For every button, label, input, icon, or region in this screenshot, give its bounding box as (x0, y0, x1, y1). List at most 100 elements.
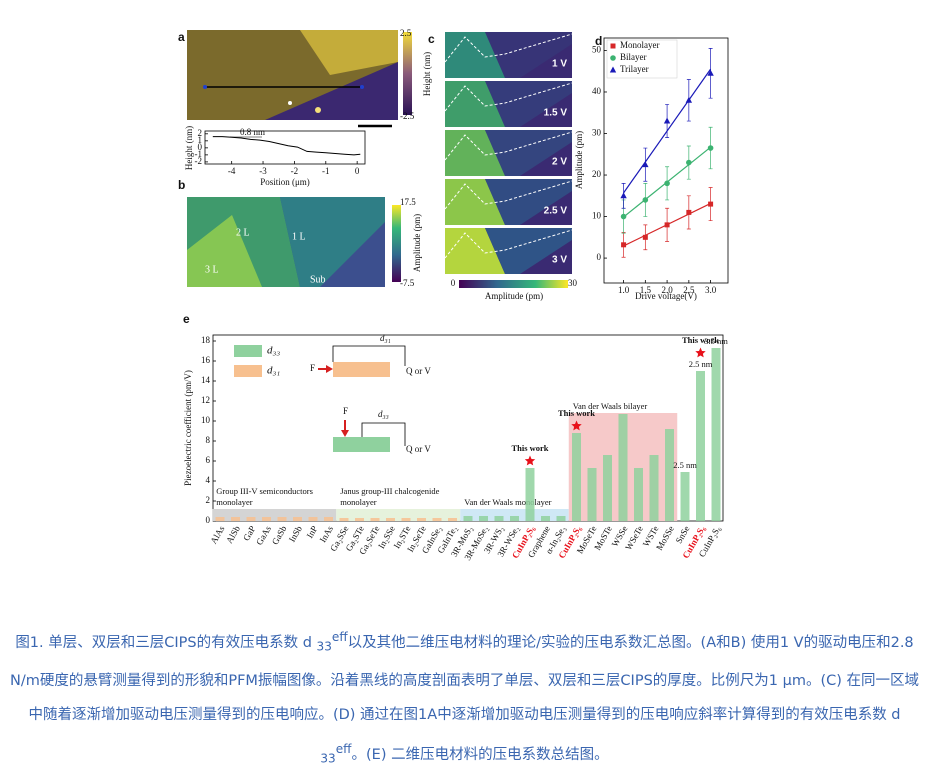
bar (355, 518, 364, 521)
legend-label: d₃₃ (267, 345, 280, 357)
group-label: Van der Waals bilayer (573, 401, 648, 411)
y-tick-label: 50 (592, 45, 602, 55)
frame-region (485, 81, 572, 127)
bar (277, 517, 287, 521)
colorbar-max: 2.5 (400, 28, 412, 38)
group-label: Group III-V semiconductors (216, 486, 313, 496)
data-point (707, 69, 714, 76)
colorbar-title: Amplitude (pm) (485, 291, 543, 301)
colorbar-min: -2.5 (400, 111, 415, 121)
x-tick-label: AlAs (208, 524, 226, 546)
y-tick-label: 10 (592, 211, 602, 221)
frame-outline (444, 229, 573, 259)
image-region (300, 30, 398, 75)
schematic-label: Q or V (406, 366, 431, 376)
frame-outline (444, 131, 573, 161)
particle (288, 101, 292, 105)
x-tick-label: 1.0 (618, 285, 630, 295)
frame-region (485, 32, 572, 78)
y-tick-label: 14 (201, 375, 211, 385)
bar (463, 516, 473, 521)
sample (333, 437, 390, 452)
data-point (686, 209, 692, 215)
star (571, 420, 582, 431)
data-point (642, 161, 649, 168)
data-point (620, 192, 627, 199)
panel-label: d (595, 34, 602, 48)
x-tick-label: 2.5 (683, 285, 695, 295)
bar (417, 518, 426, 521)
bar (370, 518, 380, 521)
data-point (620, 213, 627, 220)
group-label: monolayer (216, 497, 253, 507)
region-label: 3 L (205, 264, 219, 275)
plot-frame (204, 130, 366, 165)
legend-label: Bilayer (620, 52, 647, 62)
bar (262, 517, 271, 521)
y-tick-label: -2 (195, 156, 203, 166)
star (524, 455, 536, 466)
bar (308, 517, 318, 521)
x-tick-label: InP (305, 524, 320, 540)
bar (541, 516, 550, 521)
caption-sup: eff (335, 741, 352, 756)
force-arrowhead (326, 365, 333, 373)
x-axis-label: Position (μm) (260, 177, 310, 187)
legend-swatch (234, 365, 262, 377)
frame-label: 1.5 V (544, 108, 568, 119)
y-tick-label: -1 (195, 149, 203, 159)
colorbar (392, 205, 401, 282)
colorbar-max: 17.5 (400, 197, 416, 207)
bar (603, 455, 612, 521)
frame-region (445, 32, 505, 78)
page: {"figure":{ "a":{"label":"a","colorbar":… (9, 28, 920, 766)
colorbar-min: -7.5 (400, 278, 415, 288)
bar (587, 468, 597, 521)
data-point (664, 180, 670, 187)
data-point (621, 242, 627, 248)
frame-region (445, 81, 505, 127)
data-point (664, 222, 670, 228)
x-tick-label: 0 (355, 166, 360, 176)
data-point (642, 234, 648, 240)
annotation: This work (558, 408, 595, 418)
frame-stack: 1 V 1.5 V 2 V 2.5 V 3 V (444, 32, 573, 274)
y-axis-label: Amplitude (pm) (574, 131, 584, 189)
y-tick-label: 4 (206, 475, 211, 485)
y-tick-label: 10 (201, 415, 211, 425)
bar (432, 518, 442, 521)
data-point (708, 201, 714, 207)
panel-label: c (428, 32, 435, 46)
y-tick-label: 20 (592, 169, 602, 179)
y-tick-label: 0 (198, 142, 203, 152)
figure: a 2.5 -2.5 Height (nm) 0.8 nm b 2 L 1 L … (178, 28, 729, 562)
bar (618, 414, 628, 521)
y-tick-label: 0 (206, 515, 211, 525)
y-tick-label: 6 (206, 455, 211, 465)
image-region (187, 215, 262, 287)
bar (448, 518, 457, 521)
colorbar-max: 30 (568, 278, 578, 288)
colorbar (403, 32, 412, 115)
bar (401, 518, 411, 521)
y-axis-label: Piezoelectric coefficient (pm/V) (183, 370, 193, 486)
height-image (187, 30, 398, 120)
legend-swatch (234, 345, 262, 357)
x-tick-label: GaAs (254, 524, 273, 547)
bar (696, 371, 705, 521)
frame-region (485, 130, 572, 176)
caption-sub: 33 (320, 751, 336, 766)
frame-region (485, 179, 572, 225)
bar (246, 517, 256, 521)
legend-label: Trilayer (620, 64, 649, 74)
legend-label: d₃₁ (267, 365, 280, 377)
star (695, 347, 706, 358)
frame-outline (444, 180, 573, 210)
data-point (642, 197, 649, 203)
caption-text: 图1. 单层、双层和三层CIPS的有效压电系数 d (15, 634, 317, 651)
bar (680, 472, 690, 521)
colorbar (459, 280, 568, 288)
x-tick-label: -4 (228, 166, 236, 176)
x-axis-label: Drive voltage(V) (635, 291, 697, 301)
group-label: monolayer (340, 497, 377, 507)
